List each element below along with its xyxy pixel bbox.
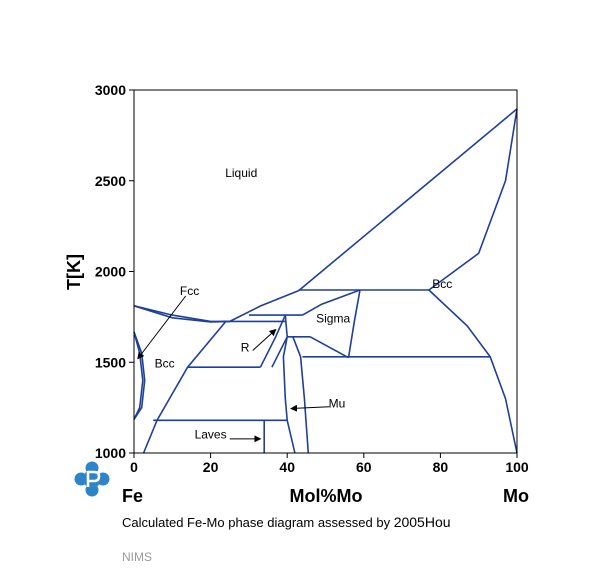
region-label-sigma: Sigma	[316, 311, 350, 325]
curve-sigma-right-boundary	[347, 289, 361, 358]
region-label-laves: Laves	[195, 427, 227, 441]
curve-liquidus-to-peritectic	[229, 289, 299, 323]
y-axis-label: T[K]	[64, 254, 84, 290]
x-tick-label: 100	[505, 459, 529, 475]
curve-mu-left-boundary	[282, 336, 296, 454]
curve-solidus-mo-side	[428, 108, 518, 291]
region-labels: Liquid Fcc Sigma Bcc Bcc R Mu Laves	[155, 166, 453, 441]
curve-sigma-left-boundary	[302, 289, 361, 316]
caption-reference: 2005Hou	[393, 514, 451, 530]
figure-caption: Calculated Fe-Mo phase diagram assessed …	[122, 514, 451, 530]
y-tick-label: 3000	[95, 82, 126, 98]
curve-gamma-loop-outer	[133, 331, 144, 420]
region-label-liquid: Liquid	[225, 166, 257, 180]
x-axis-label: Mol%Mo	[290, 486, 363, 506]
p-logo-icon	[74, 461, 110, 497]
x-left-element-label: Fe	[122, 486, 143, 506]
curve-bcc-mo-solvus	[428, 289, 518, 454]
x-tick-label: 80	[433, 459, 449, 475]
x-tick-label: 40	[279, 459, 295, 475]
annotation-arrow-mu	[290, 404, 330, 412]
plot-frame	[133, 89, 518, 454]
x-tick-label: 20	[203, 459, 219, 475]
y-tick-label: 1500	[95, 354, 126, 370]
region-label-r: R	[241, 340, 250, 354]
axis-ticks: 0 20 40 60 80 100 1000 1500 2000 2500 3000	[95, 82, 529, 475]
curve-mu-right-boundary	[292, 336, 310, 454]
region-label-mu: Mu	[329, 397, 346, 411]
y-tick-label: 2500	[95, 173, 126, 189]
x-tick-label: 60	[356, 459, 372, 475]
x-tick-label: 0	[130, 459, 138, 475]
curve-sigma-lower-left	[309, 336, 349, 359]
caption-text: Calculated Fe-Mo phase diagram assessed …	[122, 515, 394, 530]
curve-r-phase-left	[259, 314, 287, 368]
curve-liquidus-mo-side	[298, 108, 518, 292]
y-tick-label: 2000	[95, 264, 126, 280]
annotations	[137, 295, 330, 443]
region-label-bcc_mo: Bcc	[432, 277, 452, 291]
annotation-arrow-fcc	[137, 295, 187, 360]
region-label-bcc_fe: Bcc	[155, 357, 175, 371]
annotation-arrow-r	[252, 328, 277, 351]
x-right-element-label: Mo	[503, 486, 529, 506]
curve-solidus-fe-side	[133, 305, 230, 323]
phase-boundaries	[133, 108, 518, 454]
curve-bcc-fe-solvus	[142, 320, 227, 454]
curve-gamma-loop-inner	[133, 331, 146, 420]
credit-label: NIMS	[122, 550, 152, 564]
y-tick-label: 1000	[95, 445, 126, 461]
region-label-fcc: Fcc	[180, 284, 199, 298]
